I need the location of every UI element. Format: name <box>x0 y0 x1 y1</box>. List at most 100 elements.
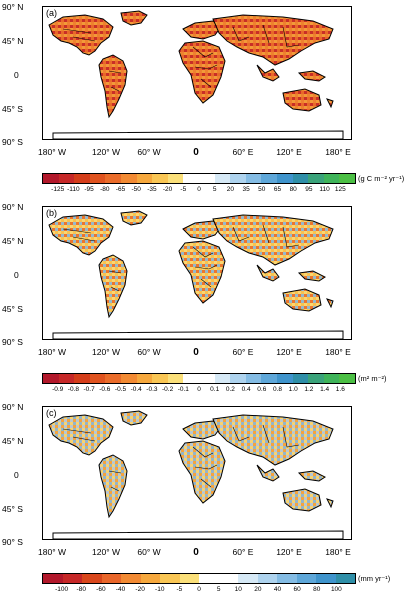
colorbar-segment <box>160 574 180 583</box>
colorbar-tick-label: -10 <box>155 586 165 593</box>
lat-label-45s: 45° S <box>2 304 23 314</box>
panel-a: (a) 90° N 45° N 0 45° S 90° S 180° W 120… <box>0 0 412 200</box>
panel-b: (b) 90° N 45° N 0 45° S 90° S 180° W 120… <box>0 200 412 400</box>
colorbar-segment <box>218 574 238 583</box>
lon-label-0: 0 <box>193 347 199 358</box>
landmass-shape <box>212 14 334 66</box>
colorbar-tick-label: 60 <box>293 586 301 593</box>
country-border <box>262 24 270 44</box>
colorbar-segment <box>179 574 199 583</box>
colorbar-segment <box>89 374 106 383</box>
landmass-shape <box>212 414 334 466</box>
lon-label-120w: 120° W <box>92 547 120 557</box>
colorbar-tick-label: -80 <box>100 186 110 193</box>
colorbar-tick-label: 0 <box>197 186 201 193</box>
colorbar-tick-label: 10 <box>234 586 242 593</box>
landmass-shape <box>212 214 334 266</box>
colorbar-segment <box>121 574 141 583</box>
lat-label-45n: 45° N <box>2 36 24 46</box>
country-border <box>62 28 92 34</box>
colorbar-tick-label: -40 <box>115 586 126 593</box>
lon-label-180w: 180° W <box>38 547 66 557</box>
colorbar-segment <box>245 174 262 183</box>
colorbar-ticks-c: -100 -80 -60 -40 -20 -10 -5 0 5 10 20 40 60 80 100 <box>42 586 356 596</box>
lon-label-120e: 120° E <box>276 347 302 357</box>
country-border <box>194 64 218 70</box>
colorbar-segment <box>43 374 59 383</box>
country-border <box>72 236 96 242</box>
lon-label-180e: 180° E <box>325 147 351 157</box>
colorbar-segment <box>58 174 75 183</box>
colorbar-segment <box>167 374 184 383</box>
colorbar-segment <box>261 174 277 183</box>
lon-label-60w: 60° W <box>137 147 161 157</box>
colorbar-segment <box>105 374 121 383</box>
colorbar-segment <box>89 174 106 183</box>
colorbar-segment <box>257 574 277 583</box>
colorbar-segment <box>43 574 63 583</box>
colorbar-segment <box>277 574 297 583</box>
colorbar-segment <box>105 174 121 183</box>
landmass-shape <box>326 498 334 509</box>
colorbar-b <box>42 373 356 384</box>
world-map-a <box>42 6 352 140</box>
lat-label-0: 0 <box>14 470 19 480</box>
colorbar-tick-label: -20 <box>162 186 173 193</box>
colorbar-segment <box>261 374 277 383</box>
country-border <box>232 26 250 42</box>
colorbar-tick-label: 40 <box>273 586 282 593</box>
lat-label-45n: 45° N <box>2 236 24 246</box>
colorbar-segment <box>316 574 336 583</box>
colorbar-tick-label: -0.1 <box>177 386 189 393</box>
units-label-b: (m² m⁻²) <box>358 374 387 383</box>
lat-label-90s: 90° S <box>2 137 23 147</box>
landmass-shape <box>256 464 280 482</box>
colorbar-segment <box>58 374 75 383</box>
colorbar-tick-label: -0.5 <box>114 386 127 393</box>
country-border <box>232 226 250 242</box>
landmass-shape <box>48 414 114 456</box>
colorbar-tick-label: -110 <box>67 186 80 193</box>
lon-label-180w: 180° W <box>38 147 66 157</box>
lat-label-90s: 90° S <box>2 337 23 347</box>
lat-label-0: 0 <box>14 70 19 80</box>
country-border <box>108 70 122 74</box>
colorbar-tick-label: 0 <box>197 386 201 393</box>
landmass-shape <box>256 64 280 82</box>
colorbar-segment <box>101 574 121 583</box>
colorbar-tick-label: 80 <box>313 586 321 593</box>
landmass-shape <box>282 288 322 312</box>
lon-label-60e: 60° E <box>232 147 254 157</box>
colorbar-segment <box>339 374 355 383</box>
landmass-shape <box>98 454 128 519</box>
country-border <box>62 228 92 234</box>
lon-label-60e: 60° E <box>232 547 254 557</box>
colorbar-tick-label: -5 <box>176 586 183 593</box>
colorbar-tick-label: 1.6 <box>335 386 345 393</box>
colorbar-segment <box>136 374 153 383</box>
colorbar-segment <box>214 174 231 183</box>
landmass-shape <box>178 40 226 104</box>
colorbar-tick-label: -20 <box>135 586 145 593</box>
colorbar-segment <box>323 174 340 183</box>
colorbar-tick-label: 0.2 <box>225 386 235 393</box>
landmass-shape <box>297 70 326 82</box>
colorbar-tick-label: -0.4 <box>130 386 142 393</box>
colorbar-segment <box>292 174 309 183</box>
map-svg-a <box>48 10 344 139</box>
colorbar-segment <box>183 174 199 183</box>
antarctica-shape <box>52 530 344 539</box>
lat-label-90n: 90° N <box>2 402 24 412</box>
lon-label-0: 0 <box>193 147 199 158</box>
colorbar-segment <box>238 574 258 583</box>
lon-label-60w: 60° W <box>137 347 161 357</box>
landmass-shape <box>297 470 326 482</box>
colorbar-segment <box>74 174 90 183</box>
landmass-shape <box>256 264 280 282</box>
landmass-shape <box>120 210 148 226</box>
colorbar-segment <box>199 574 219 583</box>
units-label-c: (mm yr⁻¹) <box>358 574 391 583</box>
colorbar-tick-label: -65 <box>115 186 126 193</box>
lon-label-120e: 120° E <box>276 547 302 557</box>
world-map-b <box>42 206 352 340</box>
